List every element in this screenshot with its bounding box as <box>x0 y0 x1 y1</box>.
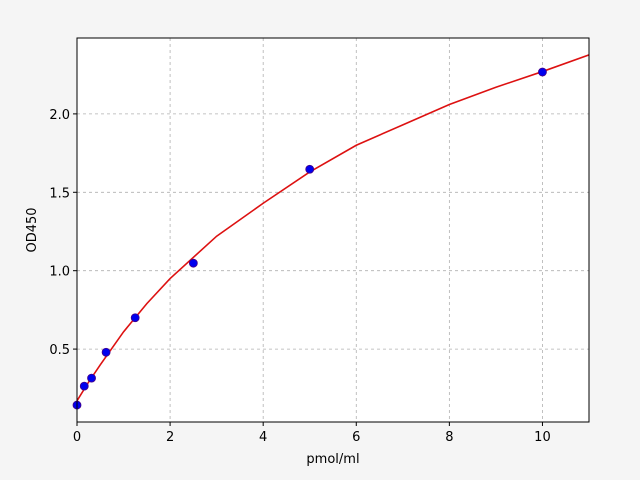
x-tick-label: 2 <box>166 430 174 445</box>
axes-frame <box>76 37 590 423</box>
x-tick-label: 6 <box>352 430 360 445</box>
x-tick-label: 8 <box>445 430 453 445</box>
data-point <box>79 381 89 391</box>
data-point <box>101 347 111 357</box>
y-tick-label: 2.0 <box>49 108 70 123</box>
x-axis-label: pmol/ml <box>306 452 359 467</box>
plot-area <box>77 38 589 422</box>
y-tick-label: 1.5 <box>49 186 70 201</box>
y-tick-label: 1.0 <box>49 265 70 280</box>
x-tick-label: 10 <box>534 430 551 445</box>
y-axis-label: OD450 <box>25 207 40 252</box>
x-tick-label: 0 <box>73 430 81 445</box>
data-point <box>188 258 198 268</box>
data-point <box>305 164 315 174</box>
y-tick-label: 0.5 <box>49 343 70 358</box>
x-tick-label: 4 <box>259 430 267 445</box>
data-point <box>538 67 547 77</box>
data-point <box>87 373 96 383</box>
data-point <box>130 313 140 323</box>
